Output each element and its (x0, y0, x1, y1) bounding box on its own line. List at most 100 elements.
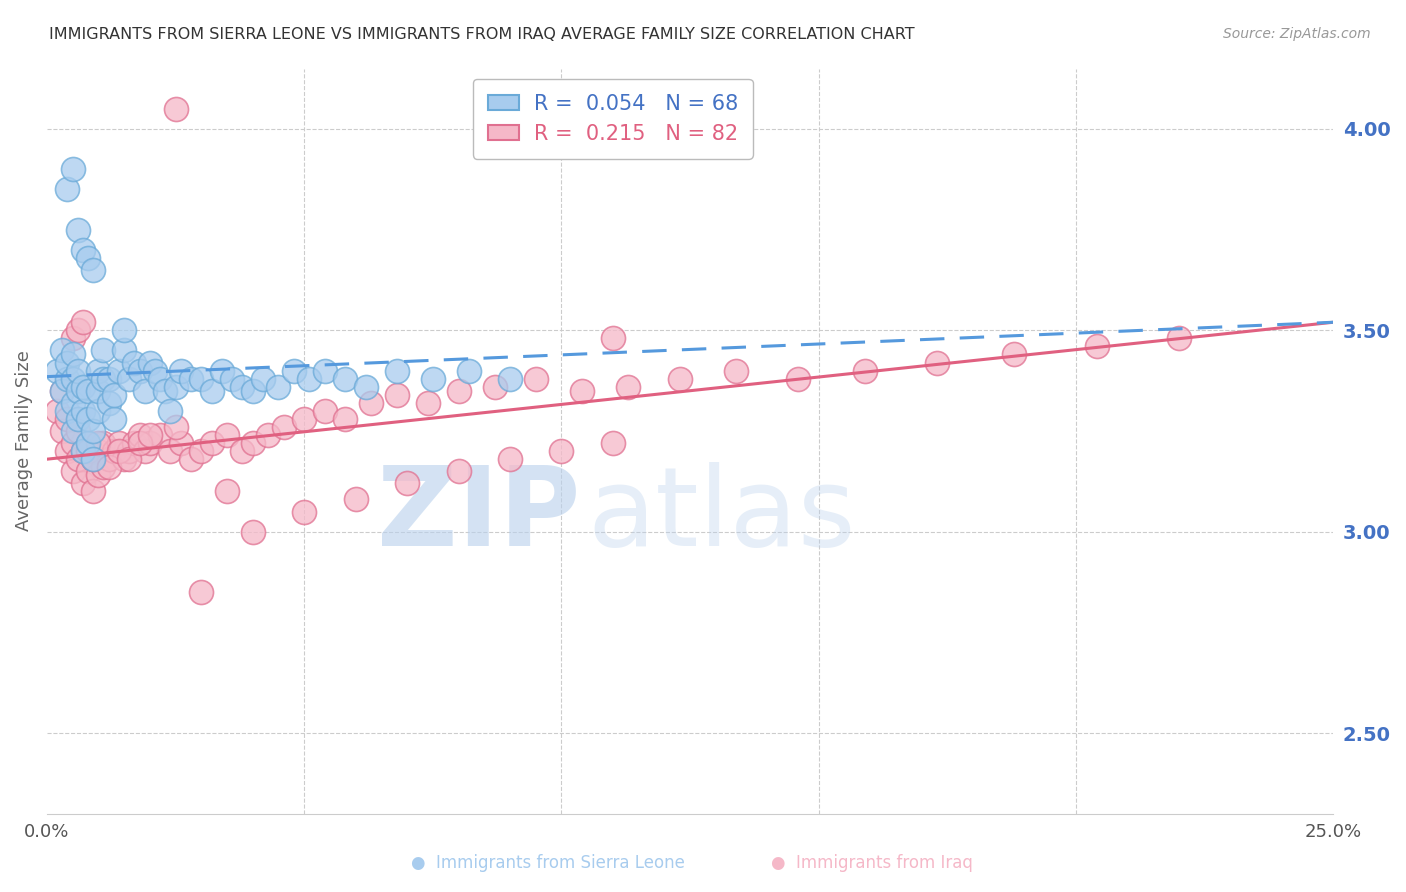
Point (118, 371, 141, 385)
Point (180, 371, 202, 385)
Point (170, 363, 193, 377)
Point (617, 380, 640, 394)
Point (1002, 347, 1025, 361)
Point (396, 476, 419, 491)
Point (292, 504, 315, 518)
Point (77, 464, 100, 478)
Point (360, 396, 382, 410)
Point (72, 404, 94, 418)
Point (51, 343, 73, 358)
Point (416, 396, 439, 410)
Text: ●  Immigrants from Sierra Leone: ● Immigrants from Sierra Leone (412, 855, 685, 872)
Point (66, 384, 89, 398)
Point (283, 363, 305, 377)
Point (267, 380, 290, 394)
Point (159, 404, 181, 418)
Point (215, 484, 238, 499)
Point (165, 102, 187, 116)
Point (422, 371, 444, 385)
Point (457, 363, 479, 377)
Point (159, 444, 181, 458)
Point (112, 343, 135, 358)
Point (128, 363, 150, 377)
Point (87, 363, 110, 377)
Point (242, 436, 264, 450)
Point (82, 263, 104, 277)
Point (108, 436, 131, 450)
Point (314, 363, 336, 377)
Point (72, 380, 94, 394)
Point (385, 363, 408, 377)
Legend: R =  0.054   N = 68, R =  0.215   N = 82: R = 0.054 N = 68, R = 0.215 N = 82 (474, 78, 752, 159)
Point (165, 420, 187, 434)
Point (242, 384, 264, 398)
Point (190, 371, 212, 385)
Point (66, 424, 89, 438)
Point (298, 371, 321, 385)
Point (77, 384, 100, 398)
Point (335, 412, 357, 426)
Point (103, 444, 125, 458)
Point (72, 444, 94, 458)
Point (273, 420, 295, 434)
Point (170, 436, 193, 450)
Point (292, 412, 315, 426)
Point (134, 384, 156, 398)
Point (97, 452, 120, 467)
Point (72, 444, 94, 458)
Point (668, 371, 690, 385)
Point (66, 412, 89, 426)
Point (97, 371, 120, 385)
Point (97, 396, 120, 410)
Point (211, 363, 233, 377)
Point (602, 331, 624, 345)
Point (139, 355, 162, 369)
Point (354, 380, 377, 394)
Point (72, 315, 94, 329)
Point (87, 384, 110, 398)
Point (62, 436, 84, 450)
Point (200, 384, 222, 398)
Point (77, 251, 100, 265)
Point (77, 444, 100, 458)
Point (1167, 331, 1189, 345)
Point (524, 371, 547, 385)
Point (139, 436, 162, 450)
Point (149, 428, 172, 442)
Point (447, 384, 470, 398)
Point (314, 404, 336, 418)
Text: IMMIGRANTS FROM SIERRA LEONE VS IMMIGRANTS FROM IRAQ AVERAGE FAMILY SIZE CORRELA: IMMIGRANTS FROM SIERRA LEONE VS IMMIGRAN… (49, 27, 915, 42)
Point (108, 444, 131, 458)
Point (87, 404, 110, 418)
Point (62, 424, 84, 438)
Point (118, 452, 141, 467)
Point (853, 363, 876, 377)
Point (93, 436, 115, 450)
Point (77, 436, 100, 450)
Point (1085, 339, 1108, 353)
Point (72, 476, 94, 491)
Point (93, 460, 115, 475)
Point (56, 444, 79, 458)
Point (155, 384, 177, 398)
Point (180, 452, 202, 467)
Point (66, 222, 89, 236)
Point (215, 428, 238, 442)
Point (97, 460, 120, 475)
Text: Source: ZipAtlas.com: Source: ZipAtlas.com (1223, 27, 1371, 41)
Point (66, 452, 89, 467)
Point (62, 347, 84, 361)
Point (82, 452, 104, 467)
Point (82, 452, 104, 467)
Point (56, 371, 79, 385)
Point (108, 363, 131, 377)
Point (77, 412, 100, 426)
Point (139, 428, 162, 442)
Point (56, 182, 79, 196)
Point (51, 384, 73, 398)
Point (143, 363, 166, 377)
Point (66, 363, 89, 377)
Point (56, 355, 79, 369)
Point (128, 436, 150, 450)
Point (231, 380, 253, 394)
